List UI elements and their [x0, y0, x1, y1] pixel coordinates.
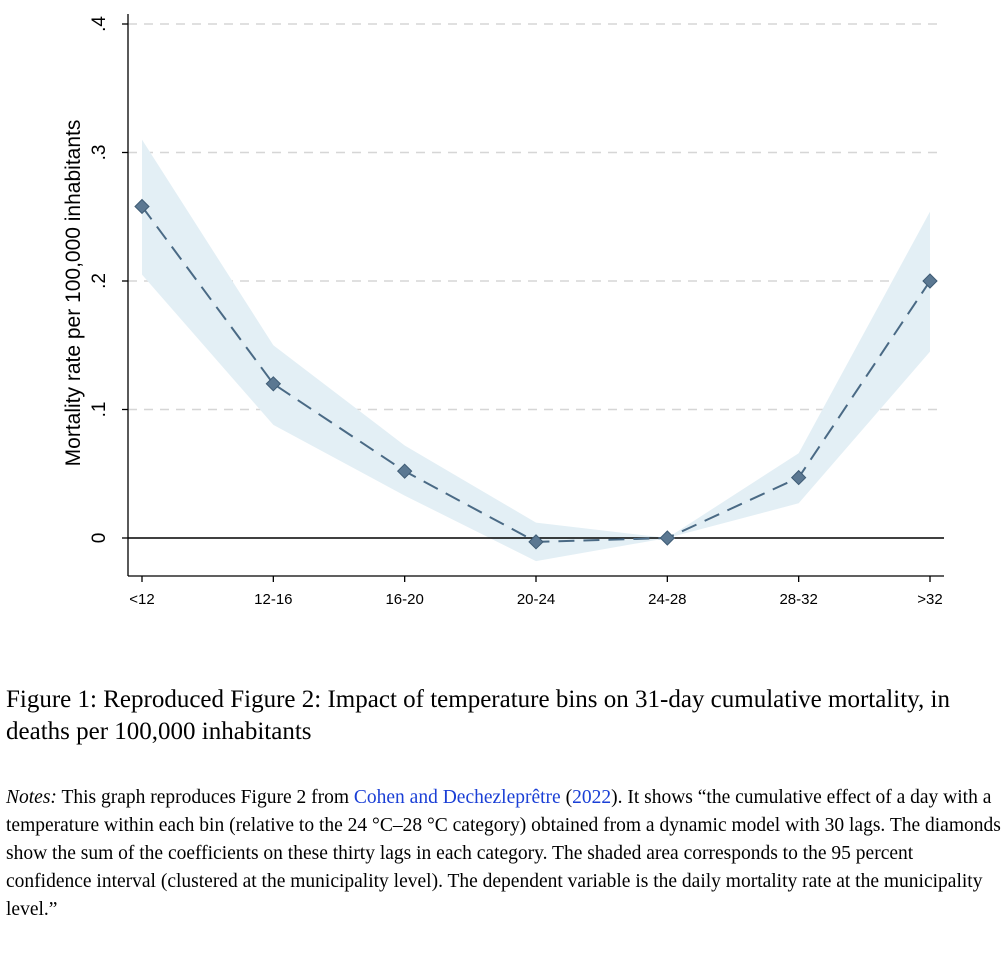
figure-caption: Figure 1: Reproduced Figure 2: Impact of…	[6, 684, 1002, 748]
y-tick-label: .4	[89, 16, 110, 32]
grid-lines	[128, 23, 944, 411]
citation-authors-link[interactable]: Cohen and Dechezleprêtre	[353, 787, 561, 808]
data-point-diamond	[134, 198, 150, 215]
confidence-interval-area	[142, 139, 930, 562]
data-point-diamond	[659, 530, 676, 546]
y-axis-title: Mortality rate per 100,000 inhabitants	[62, 120, 85, 467]
y-tick-label: .1	[89, 402, 110, 418]
caption-text: Reproduced Figure 2: Impact of temperatu…	[6, 686, 950, 745]
x-tick-label: 12-16	[254, 591, 292, 608]
figure-notes: Notes: This graph reproduces Figure 2 fr…	[6, 784, 1002, 924]
caption-label: Figure 1:	[6, 686, 97, 713]
x-tick-label: 24-28	[648, 591, 686, 608]
y-tick-labels: 0 .1 .2 .3 .4	[89, 16, 110, 544]
x-tick-label: 16-20	[385, 591, 423, 608]
data-point-diamond	[528, 534, 544, 550]
notes-label: Notes:	[6, 787, 57, 808]
x-tick-label: >32	[917, 591, 942, 608]
data-point-diamond	[396, 463, 413, 479]
x-tick-label: 28-32	[779, 591, 817, 608]
citation-close-paren: )	[611, 787, 618, 808]
citation-open-paren: (	[565, 787, 573, 808]
y-tick-label: .3	[89, 145, 110, 161]
x-tick-label: <12	[129, 591, 154, 608]
axes	[122, 14, 944, 582]
chart: <12 12-16 16-20 20-24 24-28 28-32 >32 0 .1 .2 .3.…	[62, 14, 944, 608]
data-point-diamond	[790, 469, 807, 486]
confidence-band	[142, 139, 930, 562]
x-tick-labels: <12 12-16 16-20 20-24 24-28 28-32 >32	[129, 591, 942, 608]
citation-year-link[interactable]: 2022	[572, 787, 612, 808]
notes-text-1: This graph reproduces Figure 2 from	[61, 787, 350, 808]
x-tick-label: 20-24	[517, 591, 555, 608]
diamond-markers	[134, 198, 938, 550]
y-tick-label: .2	[89, 273, 110, 289]
notes-text-2: . It shows “the cumulative effect of a d…	[6, 787, 1001, 920]
data-point-diamond	[265, 376, 282, 392]
y-tick-label: 0	[89, 533, 110, 544]
data-point-diamond	[922, 273, 938, 289]
